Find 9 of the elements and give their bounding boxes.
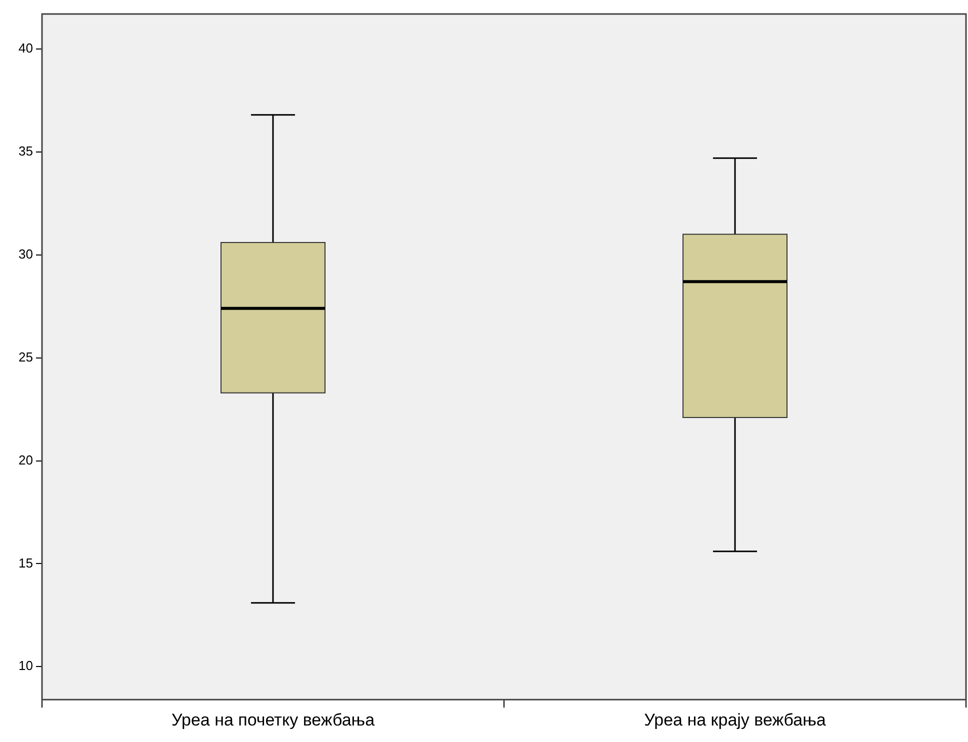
y-tick-label: 25: [18, 349, 33, 364]
x-tick-label: Уреа на крају вежбања: [644, 710, 826, 730]
x-tick-label: Уреа на почетку вежбања: [171, 710, 376, 730]
y-tick-label: 40: [18, 40, 33, 56]
y-tick-label: 30: [18, 246, 33, 262]
y-tick-label: 10: [18, 658, 33, 674]
y-tick-label: 20: [18, 452, 33, 468]
y-tick-label: 15: [18, 555, 33, 570]
y-tick-label: 35: [18, 144, 33, 159]
